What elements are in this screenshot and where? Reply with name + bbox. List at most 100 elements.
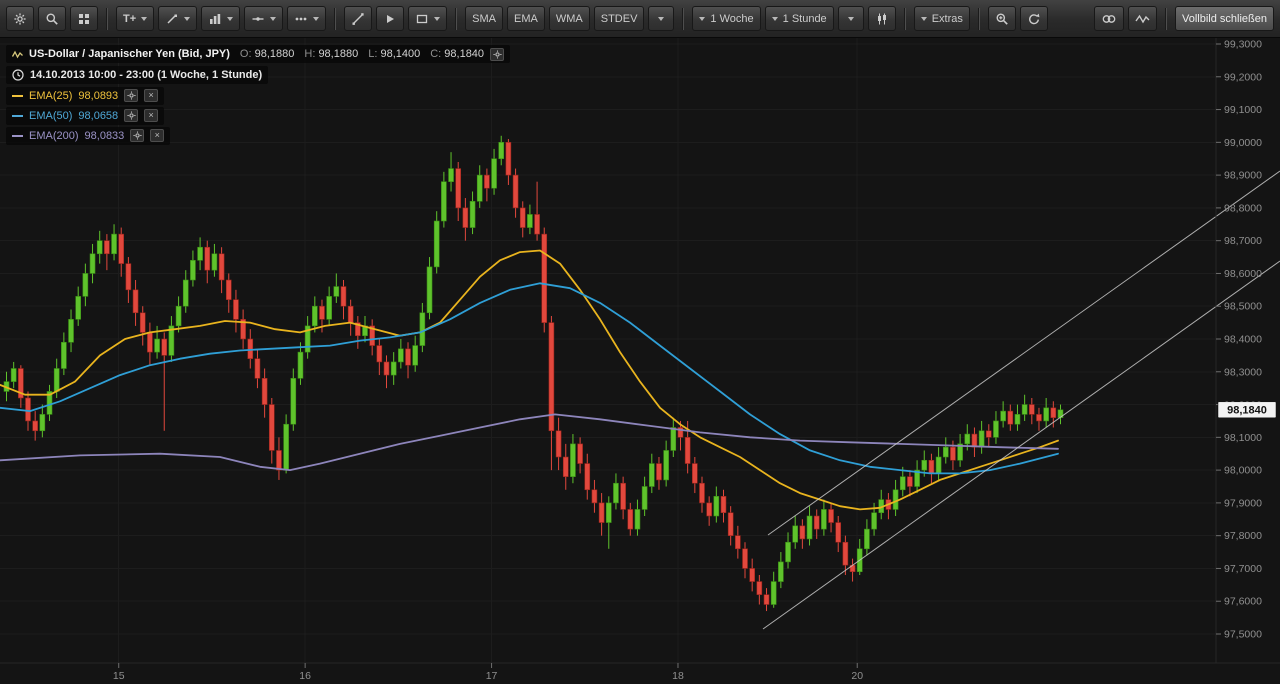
zoom-in-icon <box>996 13 1008 25</box>
overlay-line-EMA(200)[interactable] <box>0 413 1059 472</box>
clock-icon <box>12 68 24 81</box>
search-button[interactable] <box>38 6 66 31</box>
line-tool-button[interactable] <box>244 6 284 31</box>
text-tool-label: T+ <box>123 12 137 25</box>
high-label: H: <box>304 48 316 60</box>
instrument-icon <box>12 50 23 58</box>
indicator-tool-button[interactable] <box>201 6 241 31</box>
wma-button[interactable]: WMA <box>548 6 590 31</box>
chevron-down-icon <box>141 16 148 21</box>
ema50-legend-row: EMA(50) 98,0658 × <box>6 106 165 125</box>
undo-button[interactable] <box>1019 6 1048 31</box>
interval-label: 1 Stunde <box>782 12 827 25</box>
toolbar-divider <box>682 7 685 30</box>
grid-icon <box>79 13 89 24</box>
ema25-remove-button[interactable]: × <box>144 89 159 102</box>
layout-grid-button[interactable] <box>70 6 98 31</box>
instrument-settings-button[interactable] <box>490 47 505 61</box>
chevron-down-icon <box>658 16 665 21</box>
gear-icon <box>492 49 502 59</box>
chart-legend: US-Dollar / Japanischer Yen (Bid, JPY) O… <box>6 45 511 147</box>
text-tool-button[interactable]: T+ <box>116 6 155 31</box>
y-axis-label: 97,6000 <box>1224 596 1262 608</box>
range-label: 1 Woche <box>710 12 754 25</box>
close-icon: × <box>148 110 154 120</box>
search-icon <box>46 13 58 25</box>
bar-chart-icon <box>210 13 221 24</box>
sma-label: SMA <box>472 12 496 25</box>
trendline-icon <box>352 12 364 25</box>
draw-tool-button[interactable] <box>158 6 198 31</box>
extras-label: Extras <box>931 12 963 25</box>
y-axis-label: 99,1000 <box>1224 104 1262 116</box>
gear-icon <box>127 111 136 120</box>
trend-line[interactable] <box>762 260 1280 630</box>
trend-line[interactable] <box>767 170 1280 536</box>
y-axis-label: 99,2000 <box>1224 71 1262 83</box>
ema50-remove-button[interactable]: × <box>144 109 159 122</box>
pencil-icon <box>167 14 178 24</box>
play-icon <box>387 14 395 23</box>
y-axis[interactable]: 99,3000 99,2000 99,1000 99,0000 98,9000 98,80… <box>1215 38 1262 663</box>
y-axis-label: 98,3000 <box>1224 366 1262 378</box>
ema200-settings-button[interactable] <box>130 129 145 142</box>
indicator-dropdown-button[interactable] <box>648 6 675 31</box>
x-axis[interactable]: 15 16 17 18 20 <box>0 662 1280 682</box>
y-axis-label: 98,6000 <box>1224 268 1262 280</box>
high-value: 98,1880 <box>318 48 359 60</box>
settings-button[interactable] <box>6 6 34 31</box>
instrument-row: US-Dollar / Japanischer Yen (Bid, JPY) O… <box>6 45 511 63</box>
sma-button[interactable]: SMA <box>465 6 503 31</box>
stdev-button[interactable]: STDEV <box>593 6 645 31</box>
chevron-down-icon <box>920 16 927 21</box>
dots-icon <box>295 17 307 20</box>
play-button[interactable] <box>376 6 405 31</box>
toolbar-divider <box>455 7 458 30</box>
overlay-line-EMA(25)[interactable] <box>0 249 1059 511</box>
trendline-button[interactable] <box>344 6 373 31</box>
y-axis-label: 98,9000 <box>1224 170 1262 182</box>
range-dropdown[interactable]: 1 Woche <box>692 6 761 31</box>
interval-dropdown[interactable]: 1 Stunde <box>764 6 834 31</box>
chevron-down-icon <box>771 16 778 21</box>
ema25-legend-row: EMA(25) 98,0893 × <box>6 86 165 105</box>
x-axis-label: 20 <box>851 670 863 682</box>
chevron-down-icon <box>434 16 441 21</box>
extras-dropdown[interactable]: Extras <box>913 6 970 31</box>
shape-tool-button[interactable] <box>408 6 448 31</box>
candlestick-icon <box>877 13 886 24</box>
open-value: 98,1880 <box>254 48 295 60</box>
gear-icon <box>133 131 142 140</box>
indicator-view-button[interactable] <box>1128 6 1157 31</box>
ema-button[interactable]: EMA <box>507 6 545 31</box>
more-tools-button[interactable] <box>287 6 327 31</box>
y-axis-label: 97,7000 <box>1224 563 1262 575</box>
ema50-settings-button[interactable] <box>124 109 139 122</box>
rectangle-icon <box>417 14 428 23</box>
chart-type-button[interactable] <box>867 6 896 31</box>
toolbar: T+ SMA EMA WMA STDEV 1 Woche 1 Stunde <box>0 0 1280 38</box>
chart-canvas[interactable]: 99,3000 99,2000 99,1000 99,0000 98,9000 98,80… <box>0 38 1280 684</box>
y-axis-label: 97,5000 <box>1224 629 1262 641</box>
chart-area: 99,3000 99,2000 99,1000 99,0000 98,9000 98,80… <box>0 38 1280 684</box>
instrument-name: US-Dollar / Japanischer Yen (Bid, JPY) <box>29 48 230 60</box>
compare-button[interactable] <box>1094 6 1124 31</box>
linked-circles-icon <box>1102 14 1116 23</box>
x-axis-label: 17 <box>486 670 498 682</box>
toolbar-divider <box>1165 7 1167 30</box>
open-label: O: <box>239 48 252 60</box>
close-label: C: <box>430 48 442 60</box>
zoom-in-button[interactable] <box>987 6 1016 31</box>
y-axis-label: 98,8000 <box>1224 202 1262 214</box>
ema200-remove-button[interactable]: × <box>150 129 165 142</box>
ema25-label: EMA(25) <box>29 89 73 102</box>
chevron-down-icon <box>227 16 234 21</box>
period-row: 14.10.2013 10:00 - 23:00 (1 Woche, 1 Stu… <box>6 65 269 84</box>
toolbar-divider <box>106 7 108 30</box>
y-axis-label: 97,9000 <box>1224 497 1262 509</box>
chart-style-dropdown[interactable] <box>837 6 864 31</box>
fullscreen-close-button[interactable]: Vollbild schließen <box>1175 6 1274 31</box>
ema25-settings-button[interactable] <box>124 89 139 102</box>
ema25-line-swatch <box>12 94 23 97</box>
overlay-line-EMA(50)[interactable] <box>0 282 1059 475</box>
